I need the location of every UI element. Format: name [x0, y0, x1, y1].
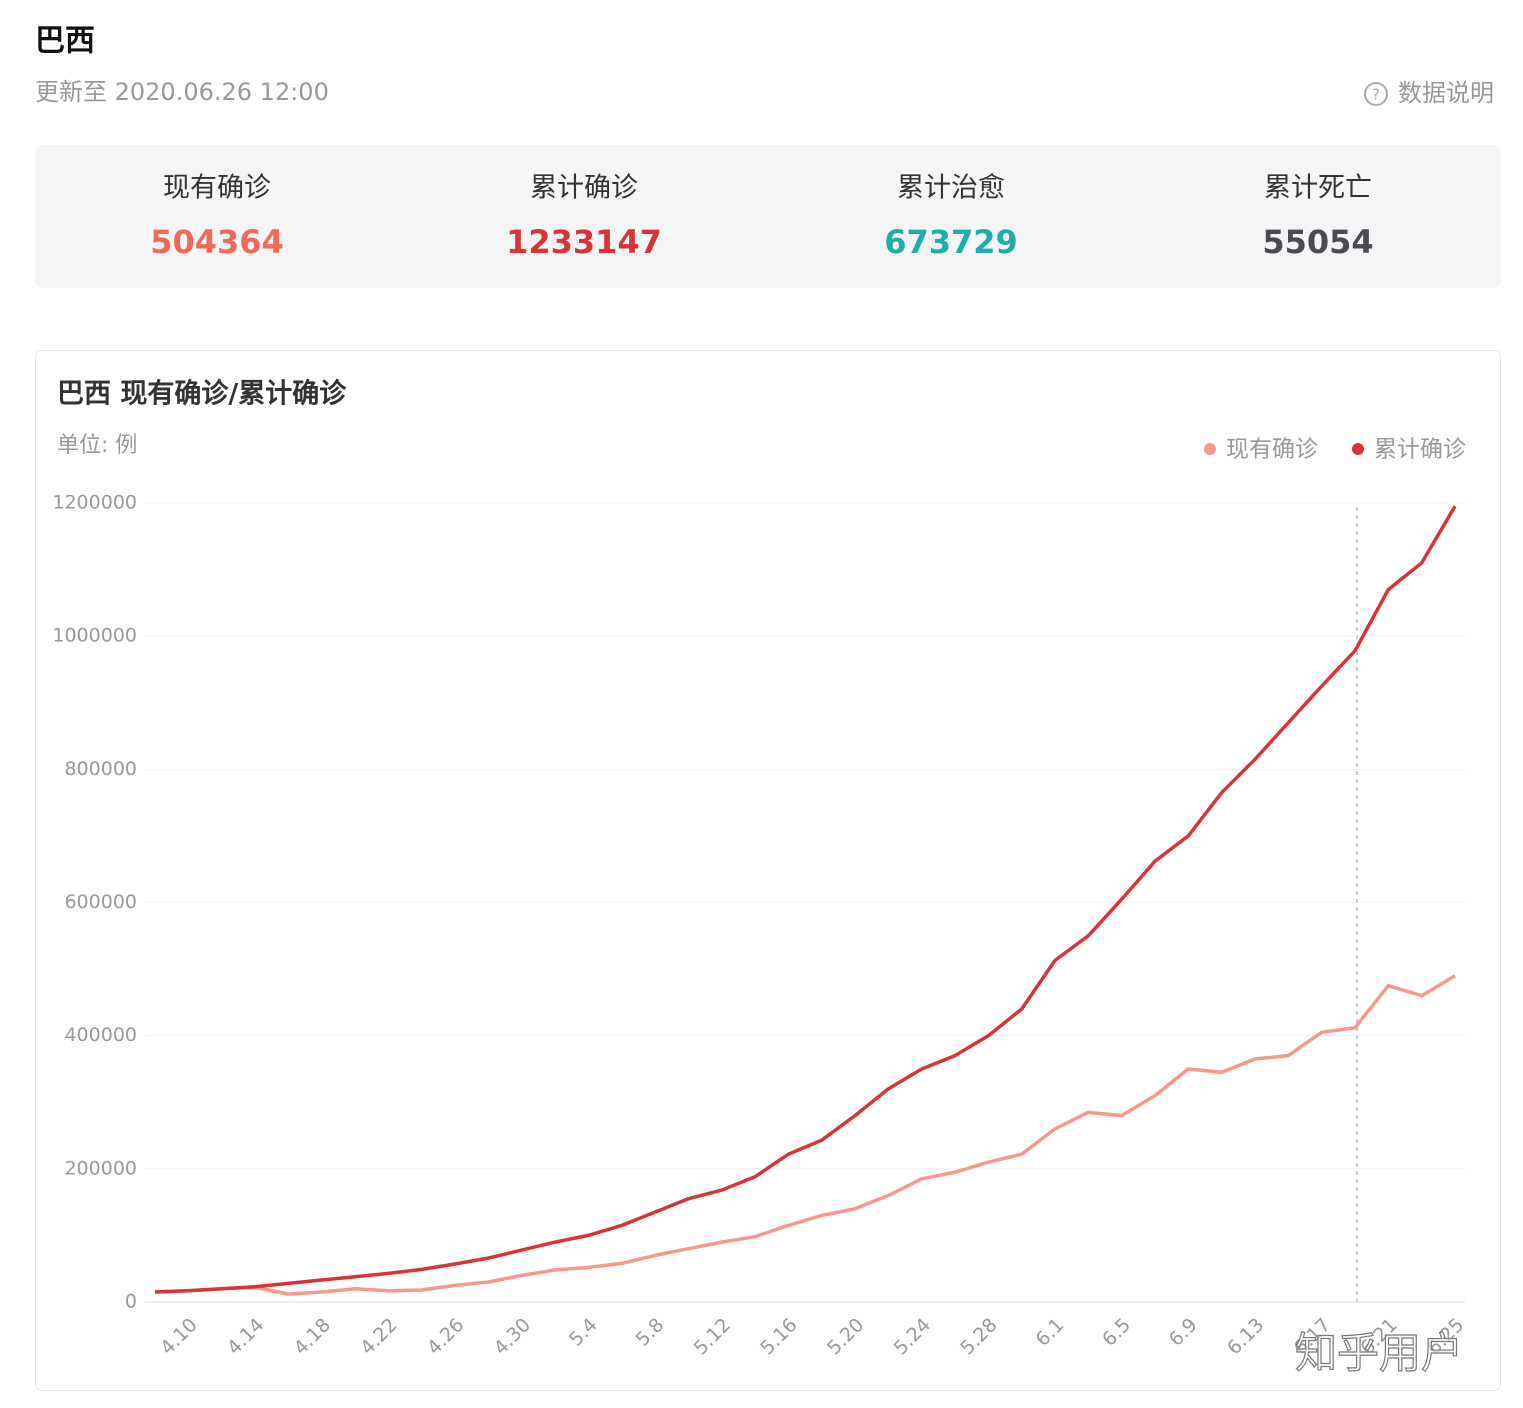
stat-value: 1233147: [506, 223, 662, 261]
help-icon-mark: ?: [1372, 86, 1380, 104]
y-tick-label: 0: [125, 1291, 137, 1313]
stat-value: 673729: [884, 223, 1018, 261]
stat-value: 504364: [150, 223, 284, 261]
stat-value: 55054: [1262, 223, 1373, 261]
update-time: 更新至 2020.06.26 12:00: [35, 78, 329, 106]
legend-marker: [1204, 443, 1216, 455]
line-series: [154, 505, 1457, 1294]
chart-card: [35, 350, 1501, 1391]
page-title: 巴西: [35, 24, 95, 59]
y-tick-label: 1000000: [52, 625, 137, 647]
y-tick-label: 400000: [64, 1024, 137, 1046]
y-tick-label: 600000: [64, 891, 137, 913]
legend-marker: [1352, 443, 1364, 455]
stat-label: 累计治愈: [897, 173, 1005, 204]
unit-label: 单位: 例: [57, 433, 137, 458]
stat-label: 累计死亡: [1264, 173, 1372, 204]
stats-card: [35, 145, 1501, 288]
y-tick-label: 800000: [64, 758, 137, 780]
stat-label: 累计确诊: [530, 173, 638, 204]
chart-title: 巴西 现有确诊/累计确诊: [57, 378, 347, 410]
help-icon: [1364, 82, 1388, 106]
y-tick-label: 200000: [64, 1157, 137, 1179]
watermark: 知乎用户: [1295, 1329, 1463, 1378]
help-text[interactable]: 数据说明: [1398, 79, 1494, 107]
y-tick-label: 1200000: [52, 492, 137, 514]
legend-label: 累计确诊: [1374, 437, 1466, 463]
legend-label: 现有确诊: [1226, 437, 1318, 463]
stat-label: 现有确诊: [163, 173, 271, 204]
help-link[interactable]: ? 数据说明: [1364, 79, 1494, 107]
line-series: [154, 974, 1456, 1296]
